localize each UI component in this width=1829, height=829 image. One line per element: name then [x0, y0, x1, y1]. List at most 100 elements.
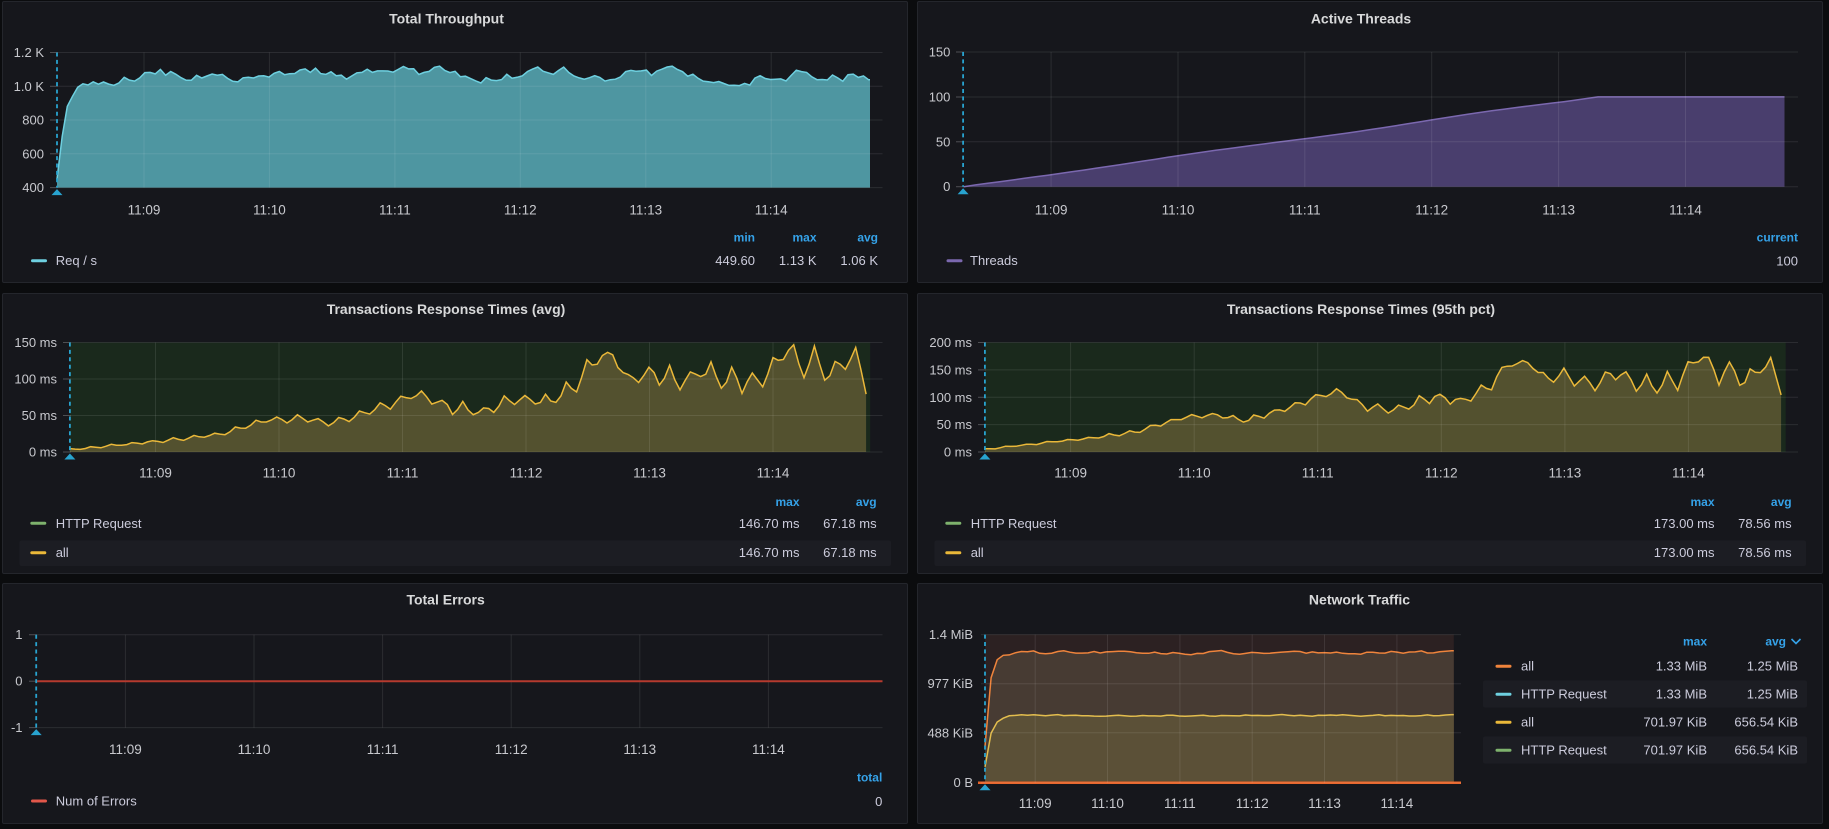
svg-text:-1: -1	[11, 720, 23, 735]
svg-text:11:14: 11:14	[757, 466, 790, 481]
svg-text:1.33 MiB: 1.33 MiB	[1656, 659, 1707, 674]
svg-text:all: all	[1521, 715, 1534, 730]
svg-text:0: 0	[15, 674, 22, 689]
svg-text:1.0 K: 1.0 K	[14, 79, 45, 94]
svg-text:max: max	[775, 495, 799, 509]
svg-text:11:13: 11:13	[1549, 466, 1582, 481]
svg-text:400: 400	[22, 180, 44, 195]
svg-text:150: 150	[929, 45, 951, 60]
svg-text:HTTP Request: HTTP Request	[1521, 687, 1607, 702]
svg-text:701.97 KiB: 701.97 KiB	[1643, 743, 1707, 758]
svg-text:max: max	[1683, 635, 1707, 649]
svg-text:11:11: 11:11	[1289, 203, 1321, 218]
svg-text:11:14: 11:14	[1672, 466, 1705, 481]
svg-text:11:14: 11:14	[1381, 796, 1414, 811]
svg-text:Active Threads: Active Threads	[1311, 10, 1412, 26]
svg-text:Transactions Response Times (a: Transactions Response Times (avg)	[327, 301, 566, 317]
svg-text:Req / s: Req / s	[56, 253, 98, 268]
svg-text:11:10: 11:10	[263, 466, 296, 481]
svg-text:1.13 K: 1.13 K	[779, 253, 817, 268]
svg-text:11:10: 11:10	[1091, 796, 1124, 811]
svg-text:11:14: 11:14	[752, 742, 785, 757]
svg-text:1.33 MiB: 1.33 MiB	[1656, 687, 1707, 702]
svg-text:avg: avg	[857, 231, 878, 245]
svg-text:Transactions Response Times (9: Transactions Response Times (95th pct)	[1227, 301, 1495, 317]
svg-text:1: 1	[15, 627, 22, 642]
svg-text:146.70 ms: 146.70 ms	[739, 516, 800, 531]
svg-text:max: max	[792, 231, 816, 245]
svg-text:11:11: 11:11	[387, 466, 419, 481]
svg-text:67.18 ms: 67.18 ms	[823, 545, 877, 560]
svg-text:all: all	[1521, 659, 1534, 674]
svg-text:11:09: 11:09	[1019, 796, 1052, 811]
svg-text:11:11: 11:11	[1302, 466, 1334, 481]
svg-text:1.06 K: 1.06 K	[840, 253, 878, 268]
svg-text:HTTP Request: HTTP Request	[1521, 743, 1607, 758]
svg-text:11:12: 11:12	[495, 742, 528, 757]
svg-text:0 B: 0 B	[953, 775, 973, 790]
svg-text:Num of Errors: Num of Errors	[56, 793, 137, 808]
svg-text:173.00 ms: 173.00 ms	[1654, 545, 1715, 560]
svg-text:100 ms: 100 ms	[929, 390, 972, 405]
svg-text:1.4 MiB: 1.4 MiB	[929, 627, 973, 642]
svg-text:11:12: 11:12	[1236, 796, 1269, 811]
svg-text:173.00 ms: 173.00 ms	[1654, 516, 1715, 531]
svg-text:0: 0	[943, 179, 950, 194]
svg-text:11:13: 11:13	[623, 742, 656, 757]
svg-text:11:13: 11:13	[1542, 203, 1575, 218]
svg-text:488 KiB: 488 KiB	[927, 725, 973, 740]
svg-text:1.2 K: 1.2 K	[14, 45, 45, 60]
svg-text:total: total	[857, 770, 882, 784]
svg-text:78.56 ms: 78.56 ms	[1738, 516, 1792, 531]
svg-text:11:14: 11:14	[755, 203, 788, 218]
svg-text:100: 100	[1776, 254, 1798, 269]
svg-text:600: 600	[22, 146, 44, 161]
svg-text:11:14: 11:14	[1669, 203, 1702, 218]
svg-text:449.60: 449.60	[715, 253, 755, 268]
svg-text:all: all	[56, 545, 69, 560]
svg-text:all: all	[971, 545, 984, 560]
svg-text:150 ms: 150 ms	[14, 335, 57, 350]
svg-text:11:12: 11:12	[1425, 466, 1458, 481]
svg-text:11:09: 11:09	[128, 203, 161, 218]
svg-text:avg: avg	[856, 495, 877, 509]
svg-text:11:10: 11:10	[238, 742, 271, 757]
svg-text:Threads: Threads	[970, 253, 1018, 268]
svg-text:11:11: 11:11	[367, 742, 399, 757]
svg-text:0 ms: 0 ms	[29, 445, 58, 460]
svg-text:100: 100	[929, 90, 951, 105]
svg-text:avg: avg	[1771, 495, 1792, 509]
svg-text:1.25 MiB: 1.25 MiB	[1747, 659, 1798, 674]
svg-text:Network Traffic: Network Traffic	[1309, 591, 1410, 607]
svg-text:11:11: 11:11	[379, 203, 411, 218]
svg-text:800: 800	[22, 113, 44, 128]
svg-text:11:12: 11:12	[1415, 203, 1448, 218]
svg-text:701.97 KiB: 701.97 KiB	[1643, 715, 1707, 730]
svg-text:0 ms: 0 ms	[944, 445, 973, 460]
svg-text:11:13: 11:13	[633, 466, 666, 481]
svg-text:11:09: 11:09	[1054, 466, 1087, 481]
svg-text:Total Errors: Total Errors	[406, 591, 485, 607]
svg-text:11:13: 11:13	[629, 203, 662, 218]
svg-text:min: min	[734, 231, 755, 245]
svg-text:200 ms: 200 ms	[929, 335, 972, 350]
svg-text:977 KiB: 977 KiB	[927, 676, 973, 691]
svg-text:150 ms: 150 ms	[929, 362, 972, 377]
svg-text:avg: avg	[1765, 635, 1786, 649]
svg-text:656.54 KiB: 656.54 KiB	[1734, 715, 1798, 730]
svg-text:11:12: 11:12	[510, 466, 543, 481]
svg-text:146.70 ms: 146.70 ms	[739, 545, 800, 560]
svg-text:100 ms: 100 ms	[14, 372, 57, 387]
svg-text:50 ms: 50 ms	[937, 417, 973, 432]
svg-text:1.25 MiB: 1.25 MiB	[1747, 687, 1798, 702]
svg-text:11:12: 11:12	[504, 203, 537, 218]
svg-text:HTTP Request: HTTP Request	[56, 516, 142, 531]
svg-text:Total Throughput: Total Throughput	[389, 10, 504, 26]
svg-text:11:13: 11:13	[1308, 796, 1341, 811]
svg-text:50: 50	[936, 134, 950, 149]
svg-text:0: 0	[875, 794, 882, 809]
svg-text:656.54 KiB: 656.54 KiB	[1734, 743, 1798, 758]
svg-text:11:09: 11:09	[139, 466, 172, 481]
svg-text:78.56 ms: 78.56 ms	[1738, 545, 1792, 560]
svg-text:67.18 ms: 67.18 ms	[823, 516, 877, 531]
